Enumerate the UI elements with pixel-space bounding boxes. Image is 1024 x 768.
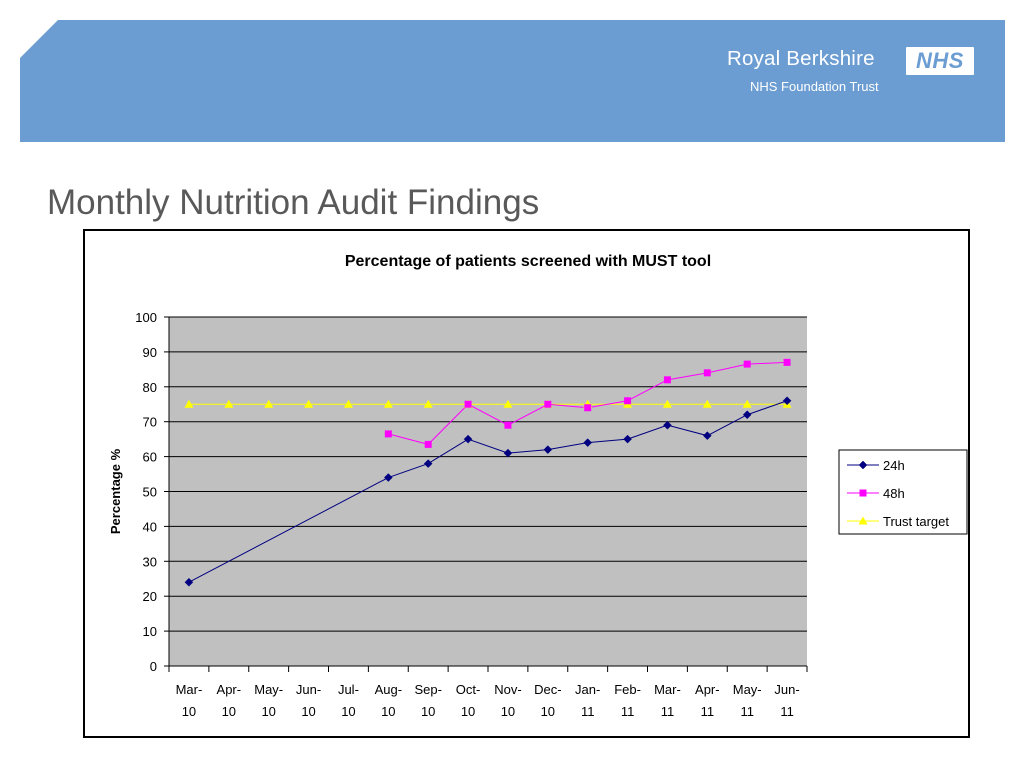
data-point-trust-target [503,399,513,408]
y-tick-label: 0 [150,659,157,674]
x-tick-label-year: 11 [701,704,715,719]
series-line-24h [188,400,788,583]
x-tick-label-year: 10 [541,704,555,719]
x-tick-label-year: 10 [182,704,196,719]
x-tick-label-year: 11 [740,704,754,719]
y-tick-label: 100 [135,310,157,325]
chart-title: Percentage of patients screened with MUS… [345,253,711,270]
x-tick-label-month: Nov- [494,682,521,697]
data-point-48h [424,440,432,448]
y-tick-label: 80 [143,380,157,395]
x-tick-label-month: Oct- [456,682,481,697]
x-tick-label-month: Jan- [575,682,600,697]
data-point-48h [783,358,791,366]
data-point-48h [663,376,671,384]
legend-label: Trust target [883,514,949,529]
line-chart: Percentage of patients screened with MUS… [108,253,968,719]
slide-title: Monthly Nutrition Audit Findings [47,183,540,222]
legend-marker [858,460,868,470]
x-tick-label-month: Jul- [338,682,359,697]
data-point-48h [584,404,592,412]
x-tick-label-year: 10 [421,704,435,719]
nhs-badge: NHS [906,47,974,75]
y-tick-label: 30 [143,554,157,569]
org-subtitle: NHS Foundation Trust [750,79,879,94]
data-point-48h [624,397,632,405]
legend-marker [859,489,867,497]
x-tick-label-year: 10 [222,704,236,719]
data-point-24h [663,420,672,430]
data-point-24h [423,459,433,468]
x-tick-label-month: Mar- [176,682,203,697]
data-point-24h [782,396,792,406]
legend-marker [858,516,868,525]
data-point-48h [544,400,552,408]
x-tick-label-month: Mar- [654,682,681,697]
y-tick-label: 90 [143,345,157,360]
x-tick-label-month: Apr- [217,682,242,697]
x-tick-label-year: 10 [501,704,515,719]
x-tick-label-year: 10 [461,704,475,719]
legend-label: 48h [883,486,905,501]
data-point-trust-target [184,399,194,408]
data-point-48h [384,430,392,438]
data-point-48h [743,360,751,368]
data-point-24h [383,473,393,482]
y-tick-label: 20 [143,589,157,604]
org-name: Royal Berkshire [727,47,875,70]
data-point-24h [184,577,194,587]
y-tick-label: 10 [143,624,157,639]
data-point-trust-target [423,399,433,408]
x-tick-label-year: 11 [661,704,675,719]
x-tick-label-month: Aug- [375,682,402,697]
data-point-24h [742,410,752,420]
data-point-24h [543,445,553,454]
data-point-48h [504,421,512,429]
y-tick-label: 40 [143,519,157,534]
x-tick-label-month: Jun- [774,682,799,697]
data-point-trust-target [224,399,234,408]
data-point-trust-target [343,399,353,408]
data-point-trust-target [264,399,274,408]
y-tick-label: 70 [143,415,157,430]
x-tick-label-month: May- [254,682,283,697]
data-point-48h [464,400,472,408]
x-tick-label-year: 11 [621,704,635,719]
trust-logo: Royal Berkshire NHS NHS Foundation Trust [727,44,977,100]
x-tick-label-year: 10 [301,704,315,719]
x-tick-label-year: 10 [341,704,355,719]
data-point-24h [583,438,593,447]
y-axis-label: Percentage % [108,448,123,534]
data-point-trust-target [662,399,672,408]
x-tick-label-year: 10 [261,704,275,719]
data-point-24h [503,448,513,458]
header-band [20,20,1005,142]
x-tick-label-month: Sep- [414,682,441,697]
x-tick-label-month: Apr- [695,682,720,697]
data-point-48h [703,369,711,377]
data-point-24h [623,434,632,444]
y-tick-label: 50 [143,485,157,500]
x-tick-label-month: Dec- [534,682,561,697]
legend-label: 24h [883,458,905,473]
data-point-trust-target [742,399,752,408]
nhs-badge-text: NHS [916,48,964,73]
x-tick-label-year: 11 [780,704,794,719]
x-tick-label-month: Feb- [614,682,641,697]
chart-frame: Percentage of patients screened with MUS… [83,229,970,738]
data-point-trust-target [383,399,393,408]
x-tick-label-year: 11 [581,704,595,719]
y-tick-label: 60 [143,450,157,465]
x-tick-label-year: 10 [381,704,395,719]
x-tick-label-month: Jun- [296,682,321,697]
x-tick-label-month: May- [733,682,762,697]
data-point-24h [463,434,473,444]
data-point-24h [702,431,712,441]
data-point-trust-target [702,399,712,408]
data-point-trust-target [304,399,314,408]
